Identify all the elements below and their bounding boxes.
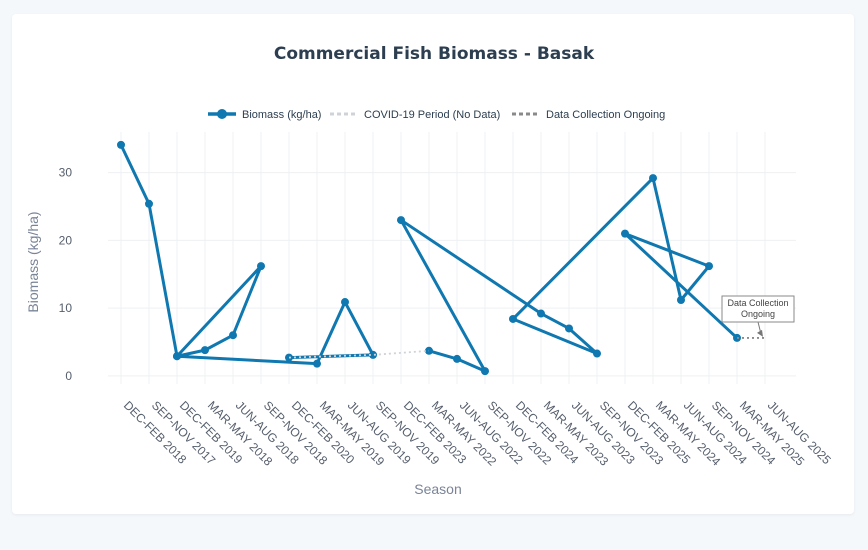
series-line [288,349,430,359]
y-tick-label: 30 [59,166,73,180]
data-point [397,216,405,225]
chart-card [12,14,854,514]
y-tick-label: 20 [59,233,73,247]
data-point [509,314,517,323]
chart-title: Commercial Fish Biomass - Basak [273,44,595,64]
data-point [229,331,237,340]
legend-label: Biomass (kg/ha) [242,109,321,121]
legend-label: COVID-19 Period (No Data) [364,109,500,121]
annotation-arrowhead [757,329,763,337]
annotation-text: Data Collection [727,298,788,308]
y-tick-label: 0 [65,369,72,383]
annotation-box [721,295,795,323]
data-point [649,174,657,183]
data-point [621,229,629,238]
legend-label: Data Collection Ongoing [546,109,665,121]
data-point [593,349,601,358]
data-point [341,298,349,307]
annotation-text: Ongoing [741,309,775,319]
y-tick-label: 10 [59,301,73,315]
data-point [705,262,713,271]
data-point [537,309,545,318]
data-point [677,296,685,304]
data-point [369,350,377,359]
series-line [119,144,375,366]
grid-lines [108,132,796,384]
data-point [481,367,489,376]
legend[interactable]: Biomass (kg/ha) COVID-19 Period (No Data)… [208,109,665,121]
data-point [145,199,153,208]
data-point [201,346,209,355]
y-axis-title: Biomass (kg/ha) [25,211,41,312]
data-point [313,359,321,368]
data-point [117,140,125,149]
data-point [453,354,461,363]
data-point [565,324,573,333]
data-point [257,262,265,271]
series-layer [117,140,765,376]
x-axis-title: Season [414,481,461,497]
legend-marker [217,109,227,119]
data-point [173,352,181,361]
